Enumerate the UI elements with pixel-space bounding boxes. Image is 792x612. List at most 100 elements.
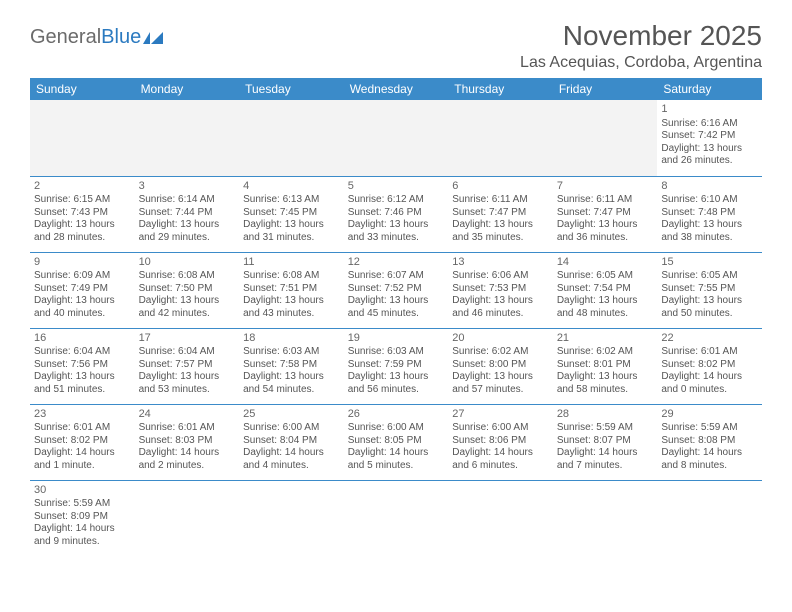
sunrise-text: Sunrise: 6:15 AM [34,194,131,207]
sunrise-text: Sunrise: 6:11 AM [557,194,654,207]
empty-cell [239,100,344,176]
day-cell: 19Sunrise: 6:03 AMSunset: 7:59 PMDayligh… [344,328,449,404]
sunset-text: Sunset: 8:09 PM [34,511,131,524]
calendar-head: SundayMondayTuesdayWednesdayThursdayFrid… [30,78,762,100]
sunset-text: Sunset: 8:08 PM [661,435,758,448]
day-cell: 24Sunrise: 6:01 AMSunset: 8:03 PMDayligh… [135,404,240,480]
empty-cell [553,480,658,556]
sunrise-text: Sunrise: 6:12 AM [348,194,445,207]
daylight-text: Daylight: 14 hours and 5 minutes. [348,447,445,472]
day-number: 7 [557,180,654,194]
sunset-text: Sunset: 7:49 PM [34,283,131,296]
sunrise-text: Sunrise: 6:13 AM [243,194,340,207]
logo-word1: General [30,26,101,49]
sunset-text: Sunset: 7:51 PM [243,283,340,296]
sunrise-text: Sunrise: 6:08 AM [243,270,340,283]
daylight-text: Daylight: 14 hours and 2 minutes. [139,447,236,472]
sunrise-text: Sunrise: 6:05 AM [661,270,758,283]
calendar-row: 30Sunrise: 5:59 AMSunset: 8:09 PMDayligh… [30,480,762,556]
sunset-text: Sunset: 7:53 PM [452,283,549,296]
daylight-text: Daylight: 13 hours and 56 minutes. [348,371,445,396]
calendar-row: 2Sunrise: 6:15 AMSunset: 7:43 PMDaylight… [30,176,762,252]
sunset-text: Sunset: 8:00 PM [452,359,549,372]
weekday-header: Monday [135,78,240,100]
day-cell: 23Sunrise: 6:01 AMSunset: 8:02 PMDayligh… [30,404,135,480]
daylight-text: Daylight: 13 hours and 46 minutes. [452,295,549,320]
daylight-text: Daylight: 13 hours and 58 minutes. [557,371,654,396]
daylight-text: Daylight: 13 hours and 57 minutes. [452,371,549,396]
day-number: 16 [34,332,131,346]
day-cell: 1Sunrise: 6:16 AMSunset: 7:42 PMDaylight… [657,100,762,176]
day-cell: 17Sunrise: 6:04 AMSunset: 7:57 PMDayligh… [135,328,240,404]
sunset-text: Sunset: 8:07 PM [557,435,654,448]
daylight-text: Daylight: 13 hours and 26 minutes. [661,143,758,168]
day-cell: 30Sunrise: 5:59 AMSunset: 8:09 PMDayligh… [30,480,135,556]
empty-cell [553,100,658,176]
daylight-text: Daylight: 13 hours and 35 minutes. [452,219,549,244]
sunset-text: Sunset: 7:56 PM [34,359,131,372]
daylight-text: Daylight: 13 hours and 33 minutes. [348,219,445,244]
sunrise-text: Sunrise: 6:16 AM [661,118,758,131]
sunset-text: Sunset: 8:02 PM [34,435,131,448]
day-number: 11 [243,256,340,270]
day-cell: 10Sunrise: 6:08 AMSunset: 7:50 PMDayligh… [135,252,240,328]
empty-cell [135,480,240,556]
day-number: 8 [661,180,758,194]
empty-cell [657,480,762,556]
empty-cell [448,100,553,176]
sunrise-text: Sunrise: 6:04 AM [139,346,236,359]
weekday-header: Wednesday [344,78,449,100]
calendar-row: 16Sunrise: 6:04 AMSunset: 7:56 PMDayligh… [30,328,762,404]
day-cell: 5Sunrise: 6:12 AMSunset: 7:46 PMDaylight… [344,176,449,252]
logo-word2: Blue [101,26,141,49]
day-number: 3 [139,180,236,194]
daylight-text: Daylight: 13 hours and 38 minutes. [661,219,758,244]
empty-cell [135,100,240,176]
day-cell: 3Sunrise: 6:14 AMSunset: 7:44 PMDaylight… [135,176,240,252]
sunrise-text: Sunrise: 6:14 AM [139,194,236,207]
calendar-row: 23Sunrise: 6:01 AMSunset: 8:02 PMDayligh… [30,404,762,480]
day-number: 12 [348,256,445,270]
daylight-text: Daylight: 13 hours and 54 minutes. [243,371,340,396]
empty-cell [344,480,449,556]
header: GeneralBlue November 2025 Las Acequias, … [30,20,762,72]
calendar-body: 1Sunrise: 6:16 AMSunset: 7:42 PMDaylight… [30,100,762,556]
daylight-text: Daylight: 14 hours and 8 minutes. [661,447,758,472]
daylight-text: Daylight: 13 hours and 50 minutes. [661,295,758,320]
day-cell: 14Sunrise: 6:05 AMSunset: 7:54 PMDayligh… [553,252,658,328]
sunset-text: Sunset: 7:55 PM [661,283,758,296]
sunrise-text: Sunrise: 6:11 AM [452,194,549,207]
day-cell: 7Sunrise: 6:11 AMSunset: 7:47 PMDaylight… [553,176,658,252]
day-cell: 13Sunrise: 6:06 AMSunset: 7:53 PMDayligh… [448,252,553,328]
sunset-text: Sunset: 7:46 PM [348,207,445,220]
calendar-row: 9Sunrise: 6:09 AMSunset: 7:49 PMDaylight… [30,252,762,328]
sunrise-text: Sunrise: 6:02 AM [452,346,549,359]
sunset-text: Sunset: 7:57 PM [139,359,236,372]
day-number: 14 [557,256,654,270]
day-cell: 16Sunrise: 6:04 AMSunset: 7:56 PMDayligh… [30,328,135,404]
day-number: 24 [139,408,236,422]
sunrise-text: Sunrise: 6:04 AM [34,346,131,359]
empty-cell [239,480,344,556]
calendar-table: SundayMondayTuesdayWednesdayThursdayFrid… [30,78,762,556]
empty-cell [448,480,553,556]
day-cell: 20Sunrise: 6:02 AMSunset: 8:00 PMDayligh… [448,328,553,404]
daylight-text: Daylight: 13 hours and 53 minutes. [139,371,236,396]
daylight-text: Daylight: 14 hours and 4 minutes. [243,447,340,472]
day-cell: 8Sunrise: 6:10 AMSunset: 7:48 PMDaylight… [657,176,762,252]
day-number: 9 [34,256,131,270]
day-cell: 28Sunrise: 5:59 AMSunset: 8:07 PMDayligh… [553,404,658,480]
sunset-text: Sunset: 7:52 PM [348,283,445,296]
day-number: 26 [348,408,445,422]
sunrise-text: Sunrise: 6:08 AM [139,270,236,283]
day-cell: 2Sunrise: 6:15 AMSunset: 7:43 PMDaylight… [30,176,135,252]
sunset-text: Sunset: 7:50 PM [139,283,236,296]
day-cell: 4Sunrise: 6:13 AMSunset: 7:45 PMDaylight… [239,176,344,252]
day-number: 19 [348,332,445,346]
sunset-text: Sunset: 7:59 PM [348,359,445,372]
day-cell: 18Sunrise: 6:03 AMSunset: 7:58 PMDayligh… [239,328,344,404]
day-number: 15 [661,256,758,270]
day-number: 17 [139,332,236,346]
month-title: November 2025 [520,20,762,52]
daylight-text: Daylight: 14 hours and 0 minutes. [661,371,758,396]
